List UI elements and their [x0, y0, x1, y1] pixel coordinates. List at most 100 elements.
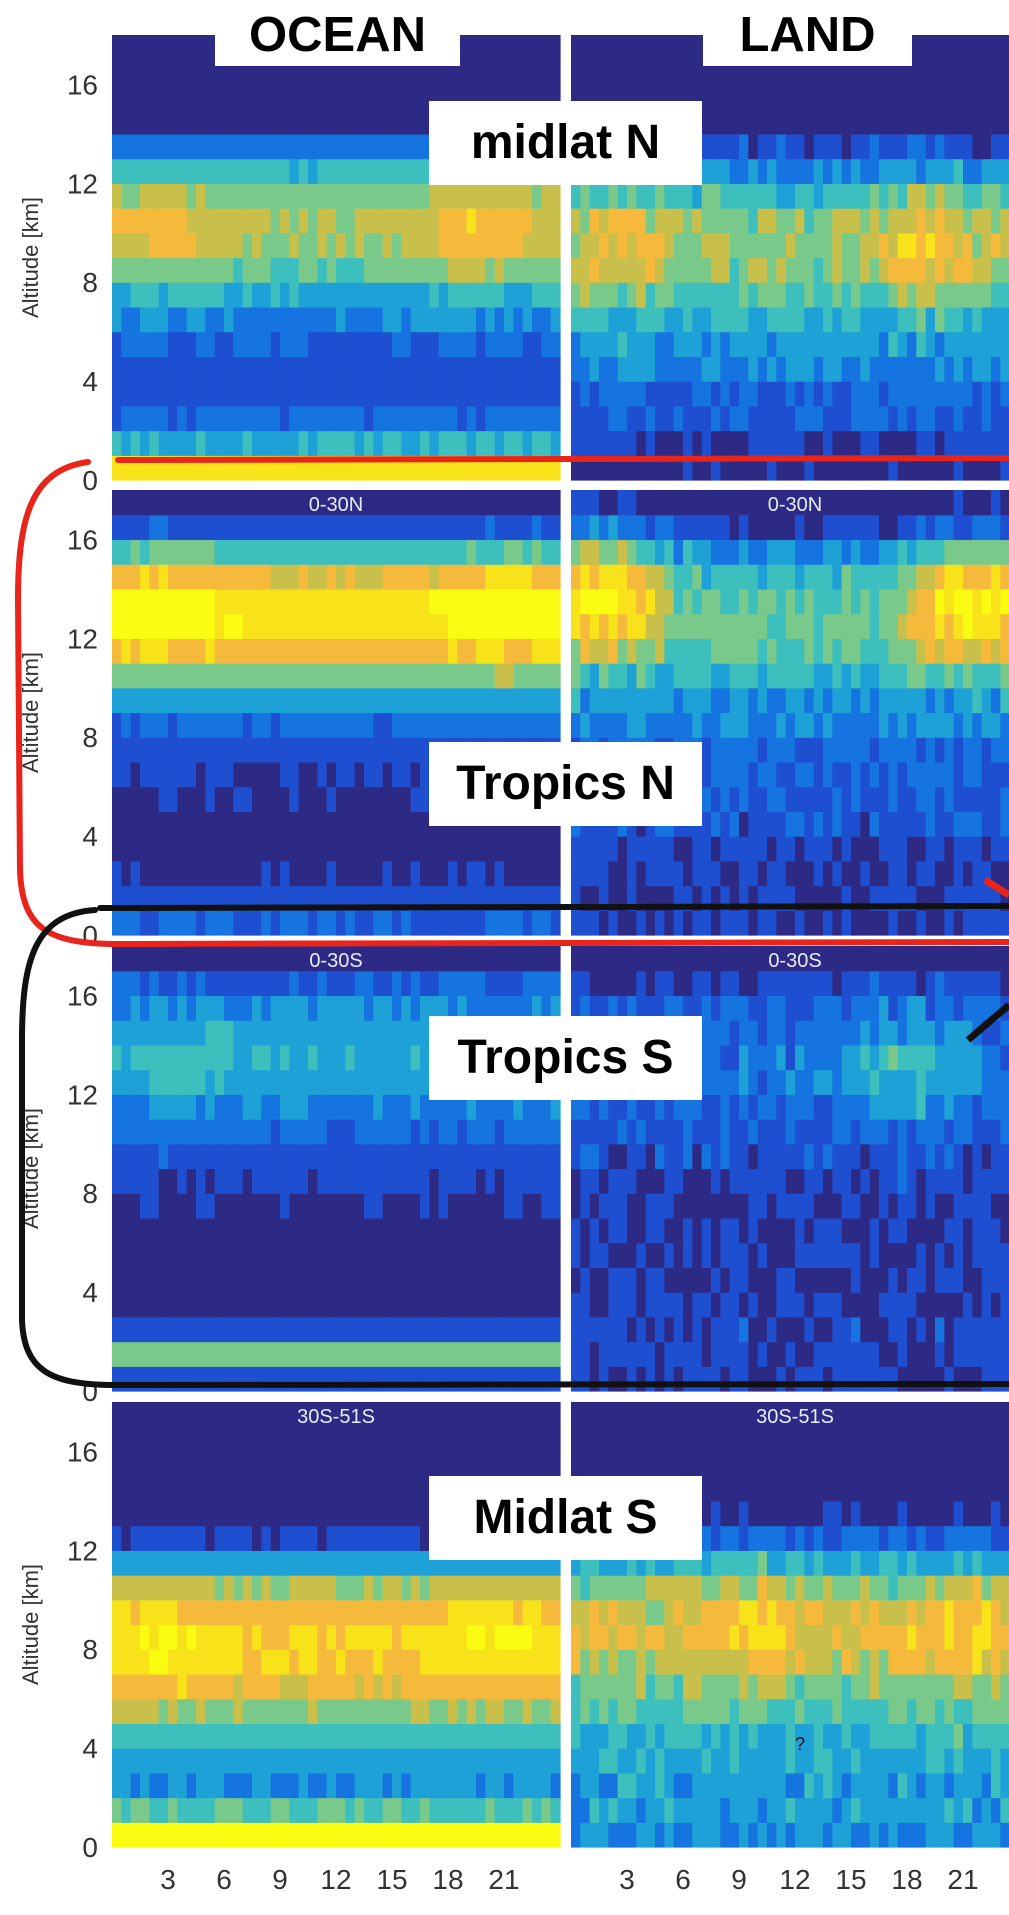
heatmap-cell	[261, 564, 272, 590]
heatmap-cell	[233, 663, 244, 689]
heatmap-cell	[466, 663, 477, 689]
heatmap-cell	[448, 946, 458, 972]
heatmap-cell	[673, 1193, 684, 1219]
heatmap-cell	[168, 946, 178, 972]
heatmap-cell	[401, 946, 412, 972]
heatmap-cell	[345, 1366, 356, 1392]
heatmap-cell	[476, 356, 486, 382]
heatmap-cell	[513, 430, 524, 456]
heatmap-cell	[776, 490, 787, 516]
heatmap-cell	[627, 885, 637, 911]
heatmap-cell	[617, 1193, 628, 1219]
heatmap-cell	[532, 638, 542, 664]
heatmap-cell	[392, 1044, 402, 1071]
heatmap-cell	[935, 455, 945, 481]
heatmap-cell	[739, 183, 749, 209]
heatmap-cell	[692, 59, 703, 86]
heatmap-cell	[888, 208, 899, 234]
heatmap-cell	[823, 761, 833, 788]
heatmap-cell	[158, 257, 169, 283]
heatmap-cell	[711, 638, 721, 664]
heatmap-cell	[916, 84, 927, 110]
heatmap-cell	[550, 1217, 561, 1244]
heatmap-cell	[636, 613, 647, 639]
heatmap-cell	[851, 405, 861, 432]
heatmap-cell	[851, 687, 861, 714]
heatmap-cell	[757, 232, 768, 259]
heatmap-cell	[841, 613, 852, 639]
heatmap-cell	[252, 1316, 262, 1343]
heatmap-cell	[981, 811, 992, 837]
heatmap-cell	[494, 514, 505, 541]
heatmap-cell	[981, 35, 992, 61]
heatmap-cell	[916, 1267, 927, 1293]
heatmap-cell	[308, 1168, 318, 1194]
heatmap-cell	[953, 1341, 964, 1367]
heatmap-cell	[298, 564, 309, 590]
heatmap-cell	[571, 331, 581, 357]
heatmap-cell	[205, 836, 216, 862]
heatmap-cell	[916, 514, 927, 541]
heatmap-cell	[224, 811, 234, 837]
heatmap-cell	[140, 1193, 150, 1219]
heatmap-cell	[655, 430, 665, 456]
heatmap-cell	[729, 1292, 740, 1318]
heatmap-cell	[214, 737, 225, 763]
heatmap-cell	[112, 687, 122, 714]
heatmap-cell	[149, 1292, 160, 1318]
heatmap-cell	[121, 1292, 132, 1318]
heatmap-cell	[701, 836, 712, 862]
heatmap-cell	[617, 712, 628, 738]
heatmap-cell	[252, 455, 262, 481]
heatmap-cell	[494, 455, 505, 481]
heatmap-cell	[233, 995, 244, 1021]
heatmap-cell	[813, 109, 824, 135]
heatmap-cell	[149, 737, 160, 763]
heatmap-cell	[522, 84, 533, 110]
heatmap-cell	[186, 109, 197, 135]
heatmap-cell	[168, 356, 178, 382]
heatmap-cell	[841, 588, 852, 615]
heatmap-cell	[532, 836, 542, 862]
heatmap-cell	[925, 613, 936, 639]
heatmap-cell	[636, 836, 647, 862]
heatmap-cell	[410, 1094, 421, 1120]
heatmap-cell	[897, 133, 908, 160]
heatmap-cell	[532, 970, 542, 997]
heatmap-cell	[645, 490, 656, 516]
heatmap-cell	[888, 1143, 899, 1170]
heatmap-cell	[345, 133, 356, 160]
heatmap-cell	[571, 1242, 581, 1268]
heatmap-cell	[541, 381, 552, 407]
heatmap-cell	[513, 663, 524, 689]
heatmap-cell	[935, 836, 945, 862]
heatmap-cell	[420, 910, 430, 936]
heatmap-cell	[541, 1193, 552, 1219]
heatmap-cell	[571, 430, 581, 456]
heatmap-cell	[655, 1193, 665, 1219]
heatmap-cell	[655, 232, 665, 259]
heatmap-cell	[420, 737, 430, 763]
heatmap-cell	[953, 257, 964, 283]
heatmap-cell	[701, 1292, 712, 1318]
heatmap-cell	[420, 1069, 430, 1095]
panel-title: 0-30N	[309, 494, 363, 516]
heatmap-cell	[168, 183, 178, 209]
heatmap-cell	[627, 1143, 637, 1170]
heatmap-cell	[925, 1094, 936, 1120]
heatmap-cell	[354, 158, 365, 184]
heatmap-cell	[981, 306, 992, 333]
heatmap-cell	[907, 836, 917, 862]
heatmap-cell	[823, 1094, 833, 1120]
heatmap-cell	[757, 1044, 768, 1071]
heatmap-cell	[541, 663, 552, 689]
heatmap-cell	[326, 1242, 337, 1268]
heatmap-cell	[364, 490, 374, 516]
heatmap-cell	[476, 1242, 486, 1268]
heatmap-cell	[655, 1316, 665, 1343]
heatmap-cell	[336, 331, 346, 357]
heatmap-cell	[757, 786, 768, 812]
heatmap-cell	[364, 232, 374, 259]
heatmap-cell	[767, 306, 777, 333]
heatmap-cell	[392, 306, 402, 333]
